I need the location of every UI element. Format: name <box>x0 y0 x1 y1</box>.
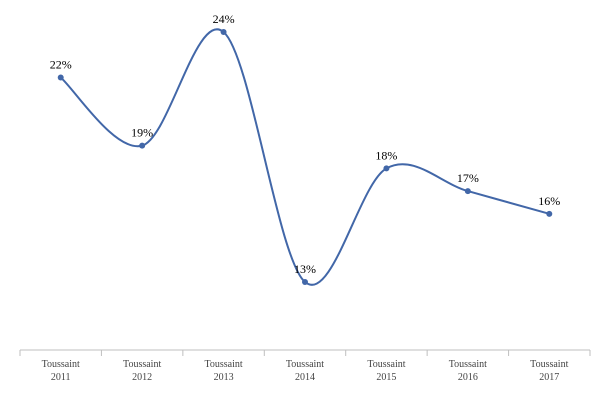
marker <box>57 74 64 81</box>
data-label: 18% <box>375 148 397 162</box>
x-tick-label: Toussaint 2016 <box>448 359 487 383</box>
line <box>60 28 550 286</box>
marker <box>546 210 553 217</box>
marker <box>464 188 471 195</box>
data-label: 22% <box>50 57 72 71</box>
data-label: 16% <box>538 194 560 208</box>
x-tick-label: Toussaint 2011 <box>41 359 80 383</box>
x-tick-label: Toussaint 2017 <box>530 359 569 383</box>
x-tick-label: Toussaint 2014 <box>285 359 325 383</box>
data-label: 24% <box>213 12 235 26</box>
marker <box>139 142 146 149</box>
marker <box>302 279 308 285</box>
data-label: 17% <box>457 171 479 185</box>
marker <box>220 29 227 35</box>
x-tick-label: Toussaint 2012 <box>123 359 162 383</box>
data-label: 19% <box>131 126 153 140</box>
x-tick-label: Toussaint 2013 <box>204 359 243 383</box>
x-tick-label: Toussaint 2015 <box>367 359 406 383</box>
marker <box>383 165 390 172</box>
data-label: 13% <box>294 262 316 276</box>
